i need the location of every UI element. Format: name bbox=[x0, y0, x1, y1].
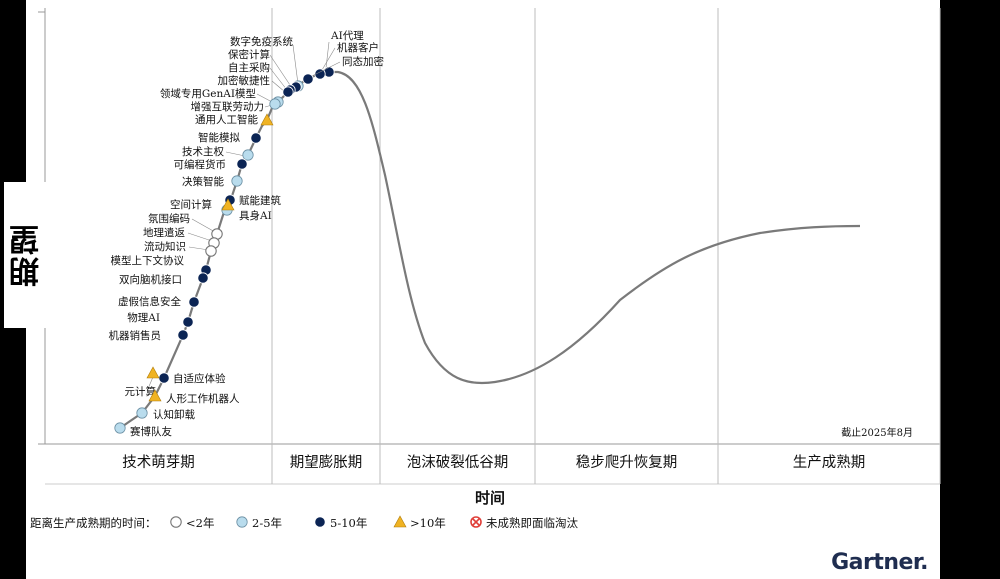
y-axis-label: 期望 bbox=[10, 223, 45, 287]
tech-label-19: 地理遣返 bbox=[143, 226, 185, 239]
legend-title: 距离生产成熟期的时间： bbox=[30, 516, 157, 530]
tech-label-30: 赛博队友 bbox=[130, 425, 172, 438]
tech-label-15: 空间计算 bbox=[170, 198, 212, 211]
tech-label-18: 氛围编码 bbox=[148, 212, 190, 225]
leader-line-3 bbox=[311, 61, 341, 77]
phase-label-4: 稳步爬升恢复期 bbox=[576, 453, 678, 471]
phase-label-5: 生产成熟期 bbox=[793, 454, 866, 471]
legend-marker-4 bbox=[393, 515, 407, 528]
tech-label-6: 自主采购 bbox=[228, 61, 270, 74]
tech-label-10: 通用人工智能 bbox=[195, 113, 258, 126]
legend-label-4: >10年 bbox=[410, 516, 446, 530]
tech-marker-28 bbox=[148, 389, 162, 402]
tech-marker-26 bbox=[158, 372, 170, 384]
leader-line-19 bbox=[187, 232, 213, 242]
tech-marker-11 bbox=[250, 132, 262, 144]
leader-line-12 bbox=[225, 151, 246, 157]
leader-line-2 bbox=[321, 47, 336, 71]
tech-label-21: 模型上下文协议 bbox=[111, 254, 185, 267]
tech-marker-22 bbox=[197, 272, 209, 284]
leader-line-1 bbox=[325, 41, 330, 69]
tech-marker-27 bbox=[146, 366, 160, 379]
right-black-margin bbox=[940, 0, 1000, 579]
phase-label-1: 技术萌芽期 bbox=[122, 454, 195, 471]
legend-marker-cross-b bbox=[472, 518, 480, 526]
tech-label-1: AI代理 bbox=[330, 30, 364, 42]
tech-marker-17 bbox=[221, 198, 235, 211]
tech-marker-13 bbox=[236, 158, 248, 170]
tech-label-26: 自适应体验 bbox=[173, 372, 226, 385]
tech-label-29: 认知卸载 bbox=[153, 408, 195, 421]
hype-curve bbox=[119, 70, 861, 429]
leader-line-18 bbox=[191, 218, 216, 233]
legend-label-3: 5-10年 bbox=[330, 516, 367, 530]
gartner-logo-text: Gartner bbox=[831, 550, 921, 575]
legend-marker-1 bbox=[170, 516, 182, 528]
tech-label-24: 物理AI bbox=[127, 311, 160, 324]
tech-marker-3 bbox=[302, 73, 314, 85]
tech-label-3: 同态加密 bbox=[342, 55, 384, 68]
gartner-logo-dot: . bbox=[920, 550, 928, 575]
tech-label-12: 技术主权 bbox=[182, 145, 224, 158]
gartner-logo: Gartner. bbox=[831, 550, 928, 575]
tech-label-27: 元计算 bbox=[125, 385, 157, 398]
tech-marker-2 bbox=[314, 68, 326, 80]
tech-label-7: 加密敏捷性 bbox=[218, 74, 271, 87]
tech-marker-10 bbox=[260, 113, 274, 126]
tech-label-13: 可编程货币 bbox=[174, 158, 227, 171]
tech-label-16: 赋能建筑 bbox=[239, 194, 281, 207]
tech-label-28: 人形工作机器人 bbox=[166, 392, 240, 405]
tech-label-17: 具身AI bbox=[239, 209, 272, 222]
date-note: 截止2025年8月 bbox=[841, 426, 913, 439]
tech-marker-24 bbox=[182, 316, 194, 328]
legend-label-5: 未成熟即面临淘汰 bbox=[486, 516, 578, 530]
tech-label-25: 机器销售员 bbox=[109, 329, 162, 342]
phase-label-3: 泡沫破裂低谷期 bbox=[407, 454, 509, 471]
leader-line-5 bbox=[269, 54, 293, 89]
x-axis-label: 时间 bbox=[475, 489, 505, 507]
tech-label-5: 保密计算 bbox=[228, 48, 270, 61]
tech-label-23: 虚假信息安全 bbox=[118, 295, 181, 308]
leader-line-27 bbox=[146, 376, 154, 392]
legend-marker-2 bbox=[236, 516, 248, 528]
leader-line-4 bbox=[292, 44, 299, 85]
tech-label-14: 决策智能 bbox=[182, 175, 224, 188]
tech-label-8: 领域专用GenAI模型 bbox=[160, 87, 256, 100]
tech-label-11: 智能模拟 bbox=[198, 131, 240, 144]
tech-marker-25 bbox=[177, 329, 189, 341]
tech-label-9: 增强互联劳动力 bbox=[191, 100, 265, 113]
tech-marker-9 bbox=[269, 98, 281, 110]
tech-marker-1 bbox=[323, 66, 335, 78]
legend-label-1: <2年 bbox=[186, 516, 214, 530]
tech-marker-30 bbox=[114, 422, 126, 434]
tech-label-2: 机器客户 bbox=[337, 41, 379, 54]
y-axis-label-box: 期望 bbox=[4, 182, 52, 328]
tech-label-22: 双向脑机接口 bbox=[119, 273, 182, 286]
tech-marker-14 bbox=[231, 175, 243, 187]
tech-label-20: 流动知识 bbox=[144, 240, 186, 253]
tech-label-4: 数字免疫系统 bbox=[230, 35, 293, 48]
tech-marker-29 bbox=[136, 407, 148, 419]
legend-marker-3 bbox=[314, 516, 326, 528]
legend-label-2: 2-5年 bbox=[252, 516, 282, 530]
phase-label-2: 期望膨胀期 bbox=[290, 454, 363, 471]
tech-marker-20 bbox=[205, 245, 217, 257]
tech-marker-12 bbox=[242, 149, 254, 161]
tech-marker-7 bbox=[282, 86, 294, 98]
tech-marker-23 bbox=[188, 296, 200, 308]
leader-line-6 bbox=[269, 67, 288, 91]
